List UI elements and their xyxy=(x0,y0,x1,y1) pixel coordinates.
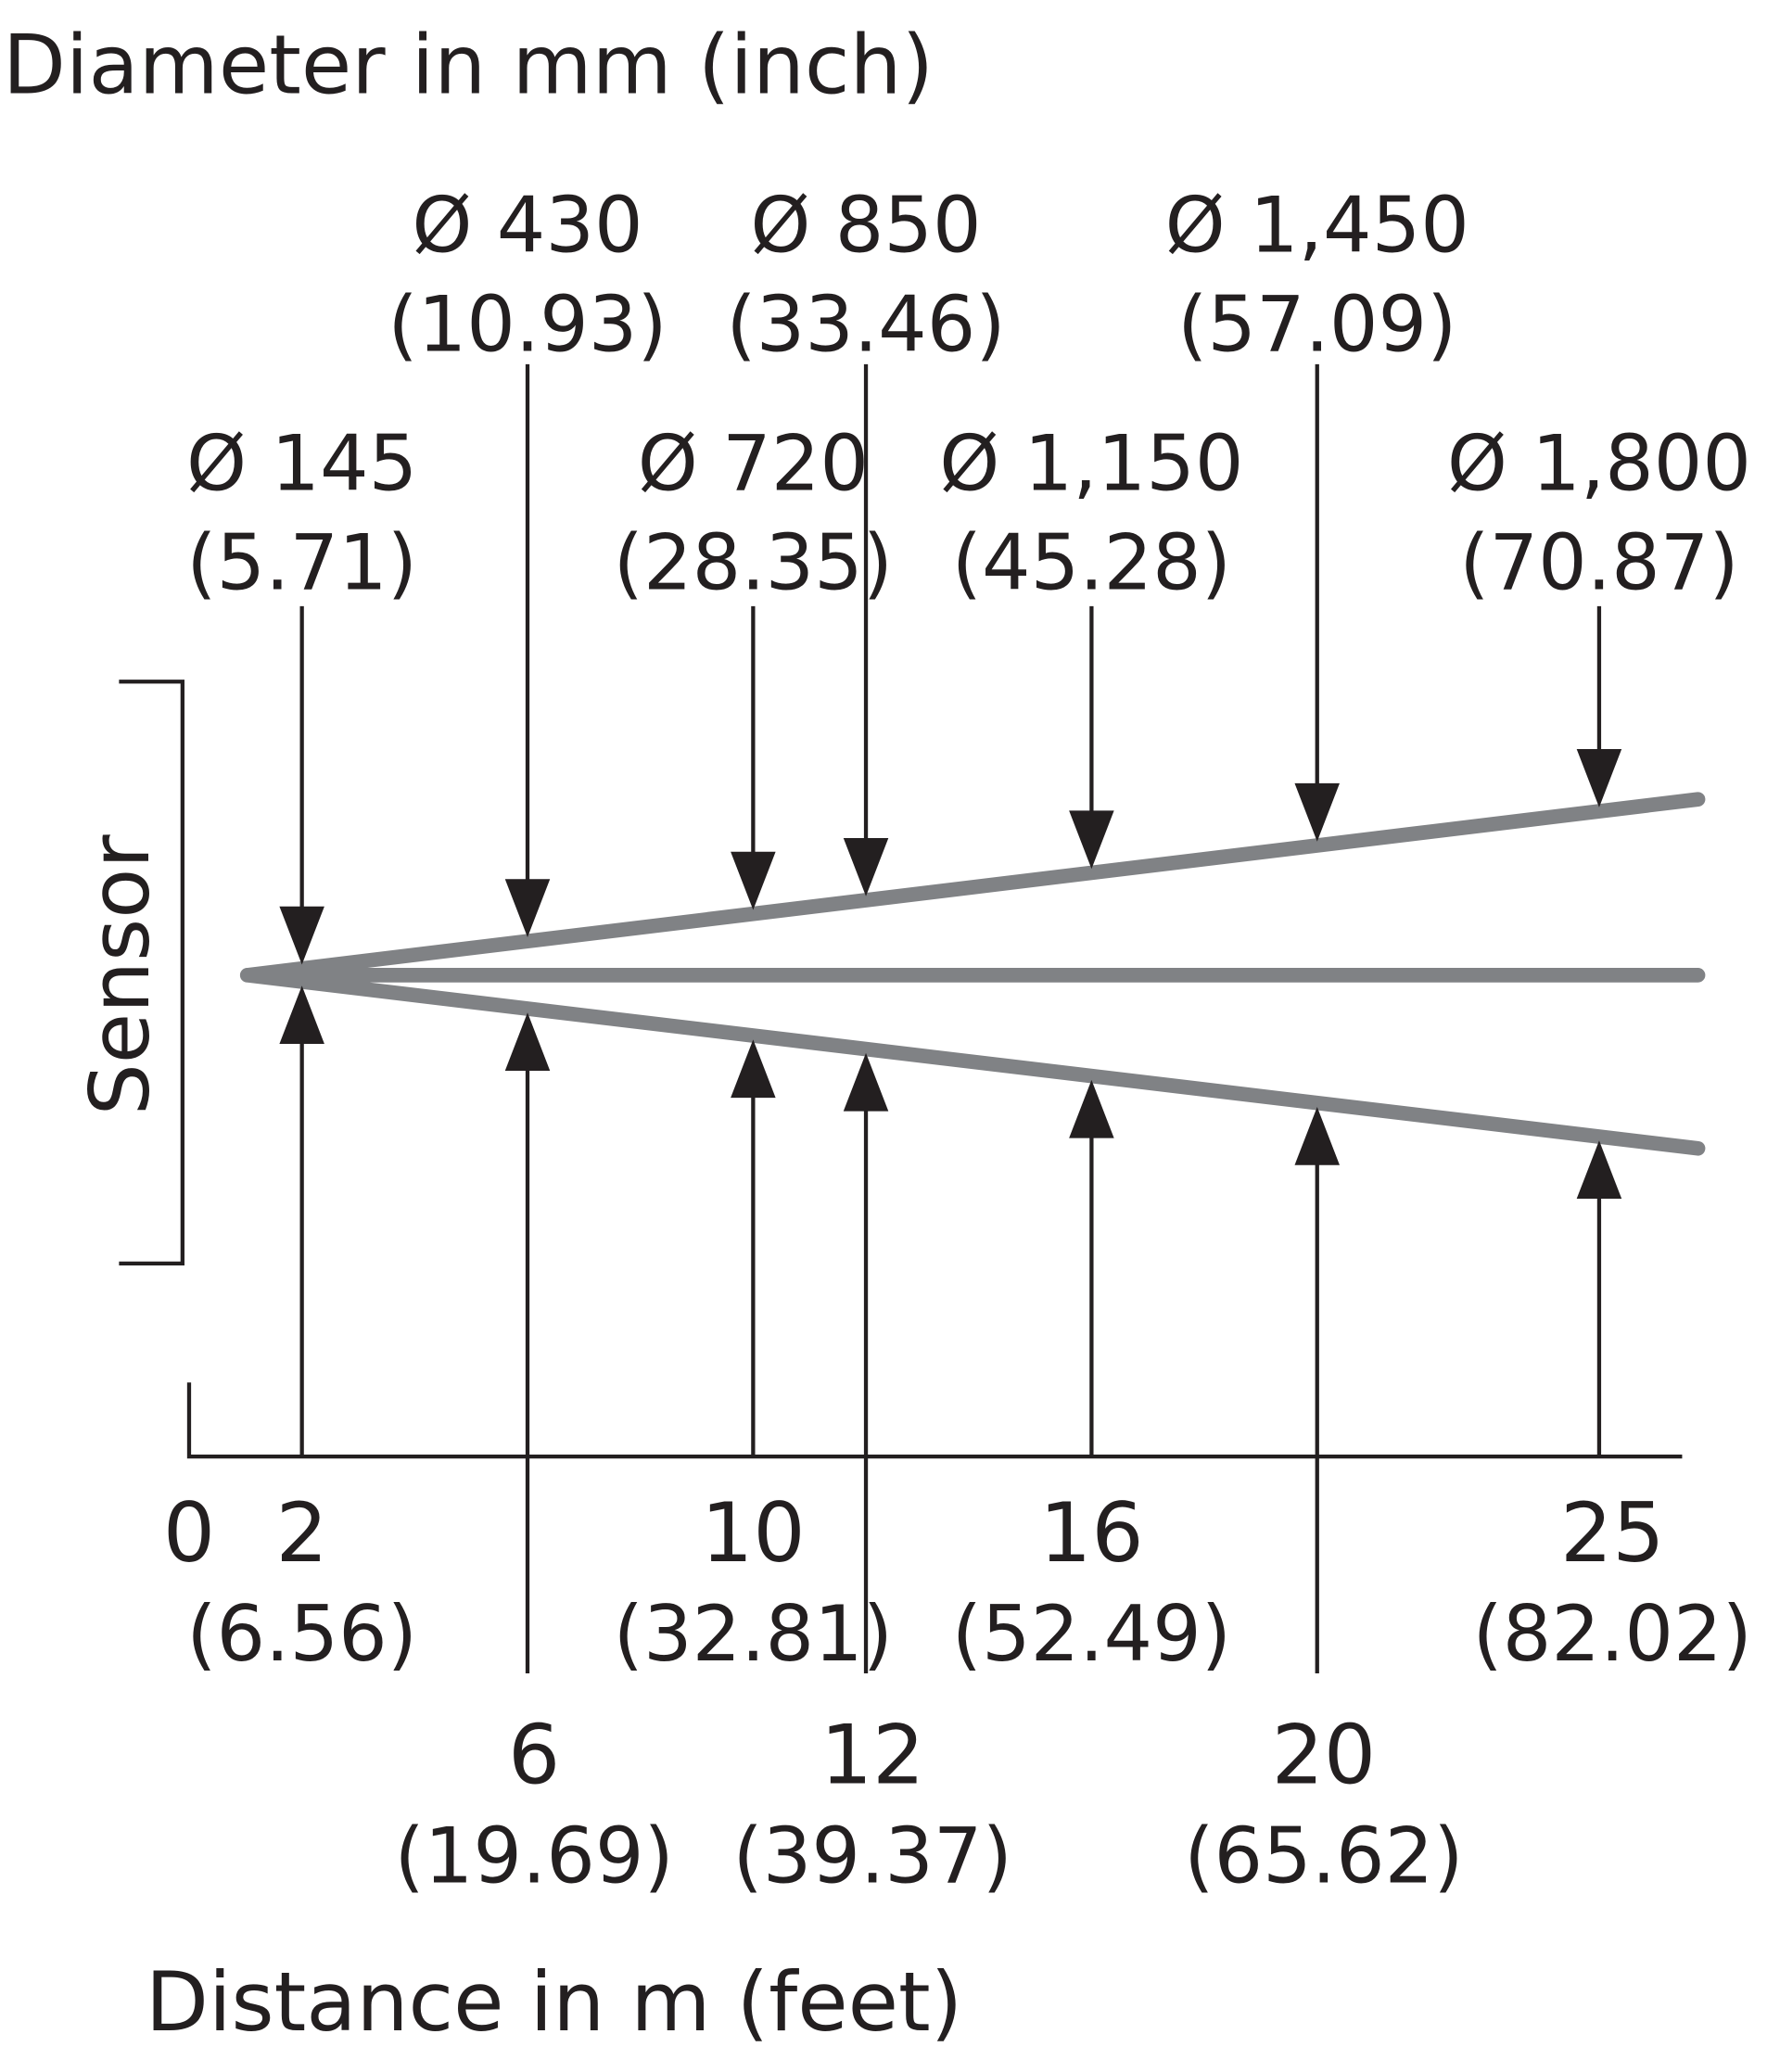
diameter-inch-label: (28.35) xyxy=(614,517,893,607)
sensor-label: Sensor xyxy=(72,834,168,1116)
beam xyxy=(239,792,1706,1156)
distance-feet-label: (32.81) xyxy=(614,1589,893,1679)
arrow-head xyxy=(279,906,324,965)
distance-feet-label: (52.49) xyxy=(952,1589,1231,1679)
distance-label: 16 xyxy=(1039,1485,1144,1581)
origin-label: 0 xyxy=(163,1485,215,1581)
diameter-inch-label: (57.09) xyxy=(1177,280,1456,370)
distance-label: 6 xyxy=(508,1707,560,1802)
diameter-label: Ø 1,800 xyxy=(1447,418,1751,508)
arrow-head xyxy=(843,837,889,896)
arrow-head xyxy=(1576,1140,1622,1200)
title: Diameter in mm (inch) xyxy=(3,17,934,112)
diameter-label: Ø 430 xyxy=(412,181,642,271)
diameter-inch-label: (33.46) xyxy=(726,280,1005,370)
distance-label: 10 xyxy=(701,1485,806,1581)
arrow-head xyxy=(731,851,776,910)
diameter-label: Ø 720 xyxy=(638,418,869,508)
distance-feet-label: (19.69) xyxy=(394,1811,673,1900)
arrow-head xyxy=(843,1052,889,1112)
distance-label: 12 xyxy=(820,1707,925,1802)
distance-label: 2 xyxy=(276,1485,328,1581)
arrow-head xyxy=(731,1039,776,1099)
diameter-inch-label: (45.28) xyxy=(952,517,1231,607)
distance-feet-label: (82.02) xyxy=(1473,1589,1752,1679)
arrow-head xyxy=(504,1012,551,1072)
axis xyxy=(186,1382,1683,1459)
sensor-bracket xyxy=(119,680,184,1265)
x-axis-label: Distance in m (feet) xyxy=(146,1954,962,2050)
distance-feet-label: (65.62) xyxy=(1184,1811,1463,1900)
diameter-label: Ø 1,150 xyxy=(939,418,1243,508)
diameter-label: Ø 1,450 xyxy=(1165,181,1469,271)
diameter-inch-label: (70.87) xyxy=(1459,517,1738,607)
diameter-label: Ø 850 xyxy=(750,181,981,271)
diameter-inch-label: (10.93) xyxy=(388,280,667,370)
distance-feet-label: (6.56) xyxy=(186,1589,417,1679)
arrow-head xyxy=(504,879,551,937)
distance-label: 25 xyxy=(1560,1485,1665,1581)
diameter-label: Ø 145 xyxy=(186,418,417,508)
distance-feet-label: (39.37) xyxy=(732,1811,1011,1900)
arrow-head xyxy=(1294,782,1340,842)
distance-label: 20 xyxy=(1272,1707,1377,1802)
arrow-head xyxy=(1576,749,1622,807)
arrow-head xyxy=(279,985,324,1044)
arrow-head xyxy=(1069,810,1114,870)
diameter-inch-label: (5.71) xyxy=(186,517,417,607)
arrow-head xyxy=(1069,1079,1114,1138)
arrow-head xyxy=(1294,1106,1340,1165)
